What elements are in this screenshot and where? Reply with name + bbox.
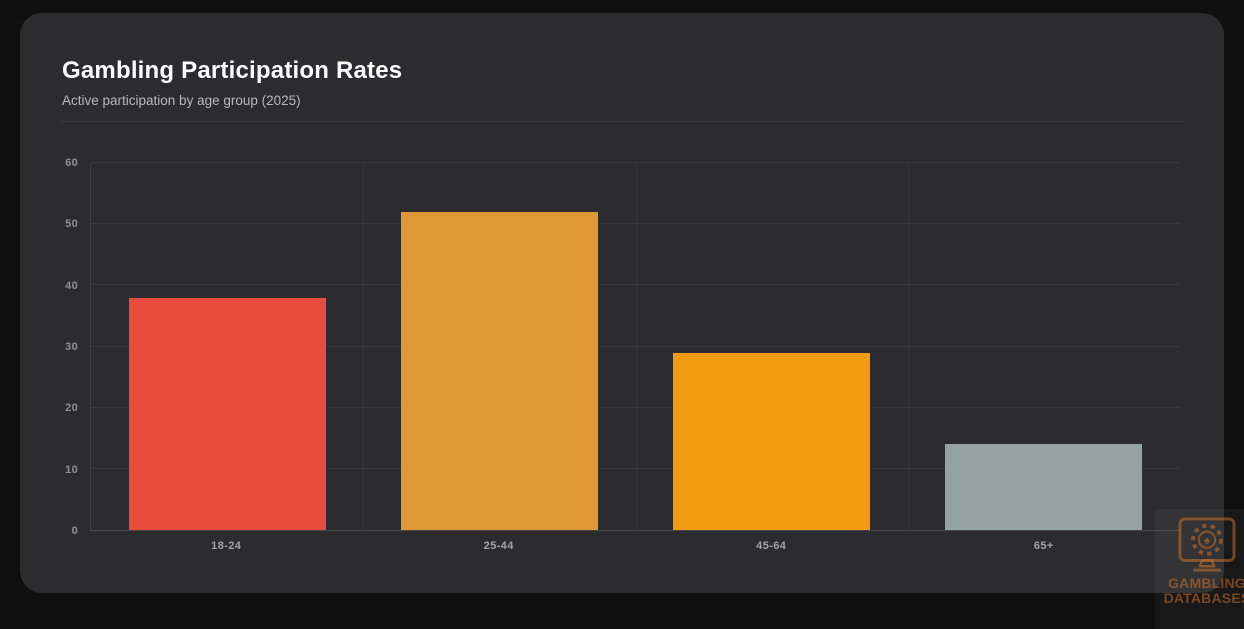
y-axis: 0 10 20 30 40 50 60	[20, 157, 78, 537]
x-axis: 18-24 25-44 45-64 65+	[90, 540, 1180, 560]
y-tick-label-50: 50	[65, 218, 78, 231]
x-axis-label-25-44: 25-44	[483, 540, 514, 552]
chart-card: Gambling Participation Rates Active part…	[20, 13, 1224, 593]
header-divider	[60, 121, 1184, 122]
y-tick-label-30: 30	[65, 341, 78, 353]
gridline-y-30	[91, 345, 1180, 347]
bar-25-44[interactable]	[400, 211, 598, 530]
x-axis-label-65+: 65+	[1033, 540, 1054, 552]
watermark: ♠ GAMBLING DATABASES	[1155, 509, 1244, 629]
gridline-y-50	[91, 223, 1180, 225]
gambling-databases-logo-icon: ♠	[1178, 517, 1236, 572]
gridline-y-60	[91, 162, 1180, 163]
x-axis-label-45-64: 45-64	[756, 540, 787, 552]
gridline-x-2	[635, 163, 637, 530]
plot-area	[90, 162, 1180, 531]
bar-18-24[interactable]	[128, 297, 326, 530]
chart-subtitle: Active participation by age group (2025)	[62, 93, 301, 108]
y-tick-label-0: 0	[71, 525, 78, 537]
watermark-line1: GAMBLING	[1168, 575, 1244, 591]
gridline-y-10	[91, 467, 1180, 469]
spade-icon: ♠	[1204, 535, 1210, 547]
y-tick-label-10: 10	[65, 463, 78, 476]
gridline-y-40	[91, 284, 1180, 286]
bar-65+[interactable]	[945, 444, 1143, 530]
bar-45-64[interactable]	[673, 352, 871, 530]
x-axis-label-18-24: 18-24	[211, 540, 242, 552]
gridline-x-1	[363, 163, 365, 530]
page-title: Gambling Participation Rates	[62, 57, 403, 84]
watermark-line2: DATABASES	[1163, 589, 1244, 606]
y-tick-label-40: 40	[65, 279, 78, 292]
gridline-y-20	[91, 406, 1180, 408]
gridline-x-3	[907, 163, 909, 530]
y-tick-label-20: 20	[65, 402, 78, 415]
y-tick-label-60: 60	[65, 157, 78, 169]
